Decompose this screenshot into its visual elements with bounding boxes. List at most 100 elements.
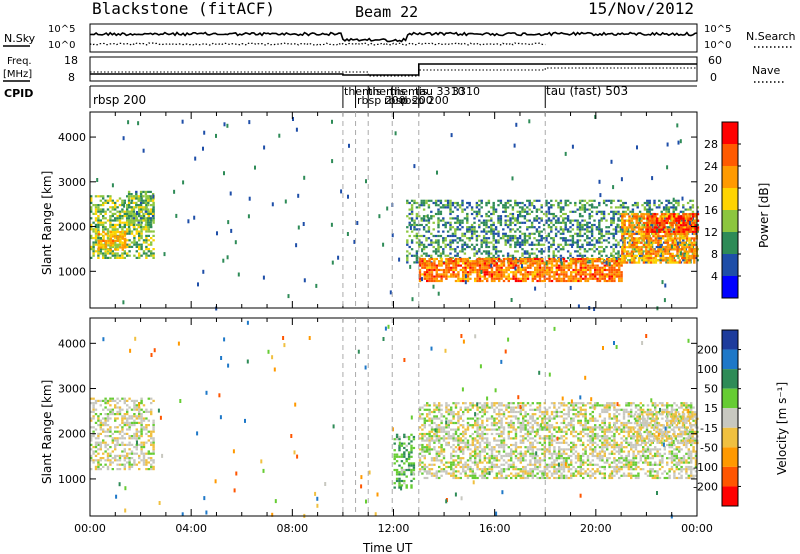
- data-cell: [630, 226, 634, 229]
- data-cell: [557, 221, 560, 224]
- data-cell: [423, 435, 426, 438]
- data-cell: [562, 228, 565, 231]
- data-cell: [614, 252, 618, 255]
- data-cell: [393, 468, 396, 472]
- data-cell: [504, 234, 507, 238]
- data-cell: [421, 266, 424, 269]
- data-cell: [471, 417, 474, 420]
- data-cell: [685, 252, 689, 255]
- data-cell: [594, 273, 597, 276]
- data-cell: [564, 243, 567, 246]
- data-cell: [629, 210, 632, 213]
- data-cell: [418, 408, 422, 411]
- data-cell: [621, 250, 624, 253]
- data-cell: [651, 217, 654, 220]
- data-cell: [133, 435, 136, 438]
- data-cell: [109, 226, 112, 229]
- data-cell: [138, 430, 141, 433]
- data-cell: [412, 462, 416, 465]
- data-cell: [126, 223, 129, 226]
- data-cell: [643, 208, 647, 211]
- data-cell: [410, 208, 414, 211]
- data-cell: [149, 190, 152, 193]
- scatter-cell: [356, 221, 359, 225]
- data-cell: [559, 243, 563, 246]
- data-cell: [121, 208, 124, 211]
- data-cell: [674, 208, 678, 211]
- data-cell: [610, 279, 614, 283]
- noise-right-tick-top: 10^5: [704, 24, 731, 35]
- data-cell: [490, 228, 493, 231]
- data-cell: [492, 230, 495, 233]
- data-cell: [519, 262, 522, 265]
- data-cell: [518, 226, 522, 229]
- data-cell: [495, 268, 498, 272]
- scatter-cell: [450, 133, 453, 138]
- data-cell: [135, 204, 138, 207]
- data-cell: [466, 226, 469, 229]
- data-cell: [569, 201, 572, 205]
- data-cell: [444, 223, 447, 227]
- data-cell: [135, 432, 138, 435]
- data-cell: [690, 243, 694, 247]
- data-cell: [521, 248, 524, 251]
- data-cell: [523, 250, 527, 253]
- data-cell: [445, 408, 448, 411]
- cpid-entry-tau-fast: tau (fast) 503: [546, 84, 628, 98]
- data-cell: [514, 271, 518, 274]
- data-cell: [526, 210, 529, 213]
- data-cell: [540, 206, 543, 209]
- data-cell: [466, 410, 470, 414]
- data-cell: [428, 266, 431, 269]
- data-cell: [464, 266, 467, 269]
- data-cell: [482, 250, 486, 253]
- data-cell: [140, 230, 143, 233]
- data-cell: [150, 252, 153, 255]
- data-cell: [152, 217, 155, 220]
- data-cell: [642, 221, 646, 225]
- data-cell: [118, 197, 122, 200]
- data-cell: [633, 237, 636, 240]
- data-cell: [688, 250, 691, 253]
- data-cell: [434, 239, 438, 242]
- data-cell: [410, 473, 413, 476]
- data-cell: [475, 204, 479, 207]
- data-cell: [676, 252, 679, 255]
- data-cell: [450, 260, 453, 263]
- data-cell: [492, 234, 495, 238]
- data-cell: [557, 230, 560, 233]
- data-cell: [623, 248, 626, 251]
- data-cell: [529, 262, 532, 265]
- data-cell: [618, 264, 621, 267]
- data-cell: [548, 275, 551, 278]
- data-cell: [583, 250, 587, 253]
- data-cell: [102, 252, 105, 255]
- data-cell: [483, 275, 486, 278]
- data-cell: [116, 219, 119, 222]
- data-cell: [114, 237, 117, 240]
- data-cell: [147, 234, 150, 237]
- data-cell: [478, 219, 481, 222]
- scatter-cell: [534, 286, 537, 291]
- data-cell: [469, 271, 472, 274]
- data-cell: [478, 250, 481, 253]
- data-cell: [509, 223, 512, 227]
- data-cell: [473, 226, 476, 229]
- data-cell: [637, 230, 641, 233]
- data-cell: [518, 241, 522, 244]
- data-cell: [442, 248, 445, 251]
- data-cell: [578, 199, 582, 202]
- data-cell: [614, 228, 618, 231]
- data-cell: [109, 210, 112, 213]
- data-cell: [661, 259, 665, 262]
- data-cell: [450, 474, 453, 477]
- data-cell: [505, 271, 508, 274]
- data-cell: [393, 486, 396, 489]
- data-cell: [438, 437, 441, 440]
- data-cell: [459, 457, 462, 460]
- data-cell: [617, 254, 620, 257]
- data-cell: [150, 254, 153, 257]
- data-cell: [483, 465, 486, 469]
- data-cell: [652, 259, 655, 262]
- data-cell: [672, 219, 676, 222]
